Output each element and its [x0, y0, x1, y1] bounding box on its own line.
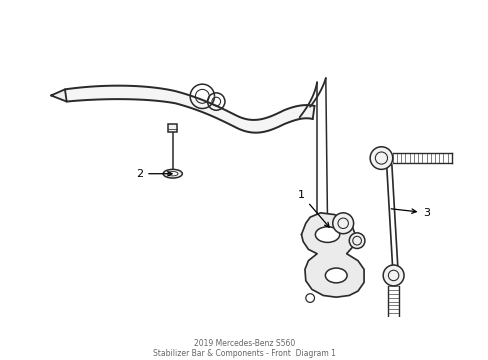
Circle shape	[369, 147, 392, 169]
Text: 2: 2	[136, 169, 172, 179]
FancyBboxPatch shape	[168, 124, 177, 132]
Ellipse shape	[315, 227, 339, 242]
Circle shape	[305, 294, 314, 302]
Text: 1: 1	[297, 190, 328, 227]
Text: 2019 Mercedes-Benz S560
Stabilizer Bar & Components - Front  Diagram 1: 2019 Mercedes-Benz S560 Stabilizer Bar &…	[153, 339, 335, 358]
Ellipse shape	[325, 268, 346, 283]
Text: 3: 3	[390, 208, 429, 218]
Polygon shape	[51, 89, 66, 102]
Polygon shape	[65, 86, 314, 133]
Circle shape	[332, 213, 353, 234]
Ellipse shape	[167, 172, 178, 176]
Ellipse shape	[163, 169, 182, 178]
Circle shape	[383, 265, 403, 286]
Polygon shape	[301, 213, 363, 297]
Circle shape	[348, 233, 364, 248]
